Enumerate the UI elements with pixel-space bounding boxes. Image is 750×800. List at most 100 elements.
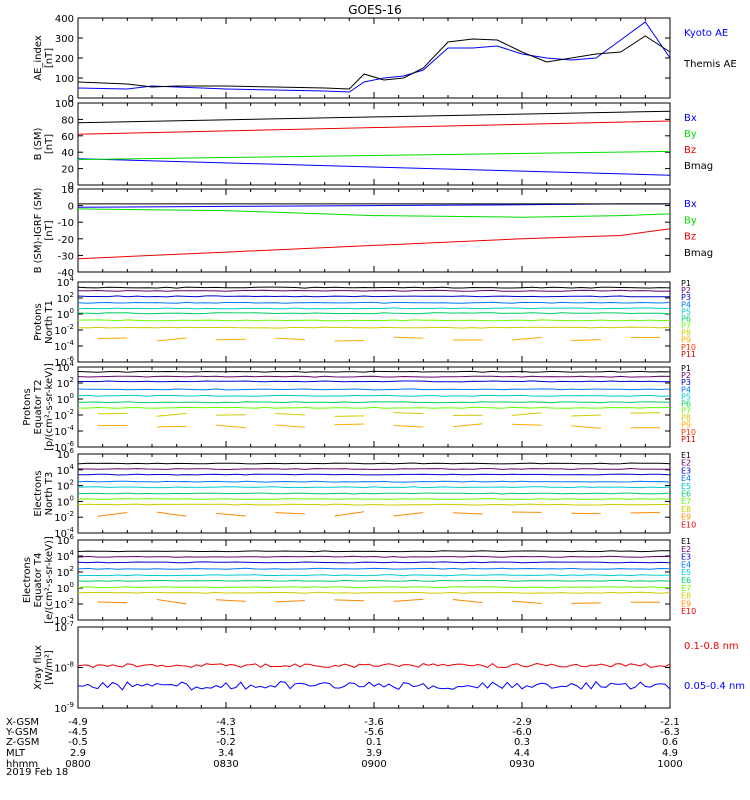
y-tick-exponent: -9: [67, 701, 74, 709]
y-tick-label: 102: [57, 565, 74, 579]
y-tick-exponent: 2: [70, 376, 74, 384]
plot-title: GOES-16: [348, 3, 402, 17]
legend-entry: P3: [681, 378, 691, 387]
legend-entry: P11: [681, 435, 696, 444]
channel-segment-p9: [275, 337, 305, 341]
y-tick-exponent: 0: [70, 392, 74, 400]
footer-value: 0800: [65, 759, 90, 770]
channel-segment-e9: [275, 512, 305, 515]
legend-entry: P1: [681, 279, 691, 288]
channel-line-p2: [77, 289, 671, 292]
y-tick-exponent: 4: [70, 360, 75, 368]
channel-segment-e9: [334, 599, 365, 602]
y-tick-label: 10-4: [54, 424, 74, 438]
channel-segment-e9: [393, 512, 424, 517]
panel-frame: [77, 281, 671, 363]
channel-line-p3: [77, 295, 671, 298]
channel-line-e3: [77, 561, 671, 564]
channel-segment-e9: [216, 599, 246, 602]
channel-segment-e9: [156, 511, 187, 517]
legend-entry: E1: [681, 451, 691, 460]
y-tick-exponent: -4: [67, 613, 75, 621]
footer-value: 1000: [657, 759, 682, 770]
channel-segment-p9: [156, 337, 187, 342]
legend-entry: 0.05-0.4 nm: [684, 681, 745, 692]
y-tick-exponent: -7: [67, 620, 74, 628]
channel-segment-p9: [512, 336, 542, 341]
channel-line-e5: [77, 574, 671, 577]
y-tick-exponent: 0: [70, 494, 74, 502]
panel-xray: 10-9 10-8 10-7 Xray flux [W/m²] 0.1-0.8 nm 0.0…: [33, 620, 745, 715]
legend-entry: Bmag: [684, 161, 713, 172]
channel-segment-p9: [216, 424, 246, 429]
channel-segment-p9: [393, 425, 424, 428]
legend-entry: P4: [681, 300, 691, 309]
legend-entry: Kyoto AE: [684, 28, 728, 39]
footer-value: -6.3: [660, 727, 680, 738]
y-tick-label: 10-4: [54, 339, 74, 353]
legend-entry: P11: [681, 350, 696, 359]
y-tick-exponent: 6: [70, 533, 75, 541]
y-tick-label: -10: [58, 218, 74, 229]
y-axis-label: B (SM)-IGRF (SM): [33, 188, 44, 274]
legend-entry: E4: [681, 560, 691, 569]
y-tick-label: 200: [55, 54, 74, 65]
y-tick-exponent: 2: [70, 479, 74, 487]
footer-value: 3.9: [366, 748, 382, 759]
legend-entry: P6: [681, 314, 691, 323]
y-tick-label: 102: [57, 479, 74, 493]
footer-row-label: X-GSM: [6, 717, 39, 728]
y-tick-label: 10-2: [54, 510, 74, 524]
y-tick-label: -20: [58, 235, 74, 246]
series-line-bz: [77, 120, 671, 135]
footer-value: 3.4: [218, 748, 234, 759]
channel-line-p4: [77, 301, 671, 304]
channel-segment-e9: [97, 601, 128, 604]
channel-segment-p8: [393, 412, 424, 415]
channel-segment-p8: [334, 415, 365, 417]
y-tick-label: 104: [57, 360, 75, 374]
y-tick-exponent: -6: [67, 440, 75, 448]
channel-line-p6: [77, 312, 671, 315]
channel-line-p1: [77, 370, 671, 373]
y-tick-label: 10-2: [54, 408, 74, 422]
y-tick-label: 0: [68, 181, 74, 192]
channel-segment-e9: [571, 602, 601, 604]
y-tick-exponent: -2: [67, 510, 74, 518]
legend-entry: E6: [681, 490, 691, 499]
legend-entry: P8: [681, 329, 691, 338]
channel-line-p8: [77, 326, 671, 329]
legend-entry: By: [684, 129, 697, 140]
y-axis-label: [e/(cm²-s-sr-keV)]: [44, 536, 55, 624]
y-tick-label: 10-7: [54, 620, 74, 634]
y-tick-exponent: -8: [67, 661, 74, 669]
legend-entry: E10: [681, 607, 696, 616]
channel-segment-p9: [571, 339, 601, 342]
legend-entry: P7: [681, 322, 691, 331]
channel-line-p3: [78, 380, 671, 383]
y-tick-label: 60: [61, 132, 74, 143]
y-tick-label: 106: [57, 447, 75, 461]
footer-value: -6.0: [512, 727, 532, 738]
y-axis-label: Xray flux: [33, 645, 44, 690]
y-axis-label: Protons: [22, 388, 33, 425]
series-line-bz: [77, 228, 671, 260]
footer-value: 0.3: [514, 737, 530, 748]
channel-segment-p9: [334, 423, 365, 426]
date-label: 2019 Feb 18: [6, 767, 68, 778]
legend-entry: P8: [681, 414, 691, 423]
y-axis-label: Equator T4: [33, 553, 44, 608]
channel-segment-p9: [275, 424, 305, 428]
legend-entry: Themis AE: [683, 59, 737, 70]
y-tick-exponent: -4: [67, 339, 75, 347]
footer-value: -3.6: [364, 717, 384, 728]
legend-entry: Bx: [684, 199, 697, 210]
channel-segment-p9: [393, 336, 424, 339]
y-axis-label: [p/(cm²-s-sr-keV)]: [44, 363, 55, 451]
channel-segment-e9: [97, 512, 128, 517]
legend-entry: P9: [681, 336, 691, 345]
legend-entry: P5: [681, 307, 691, 316]
series-line-bx: [77, 158, 671, 176]
